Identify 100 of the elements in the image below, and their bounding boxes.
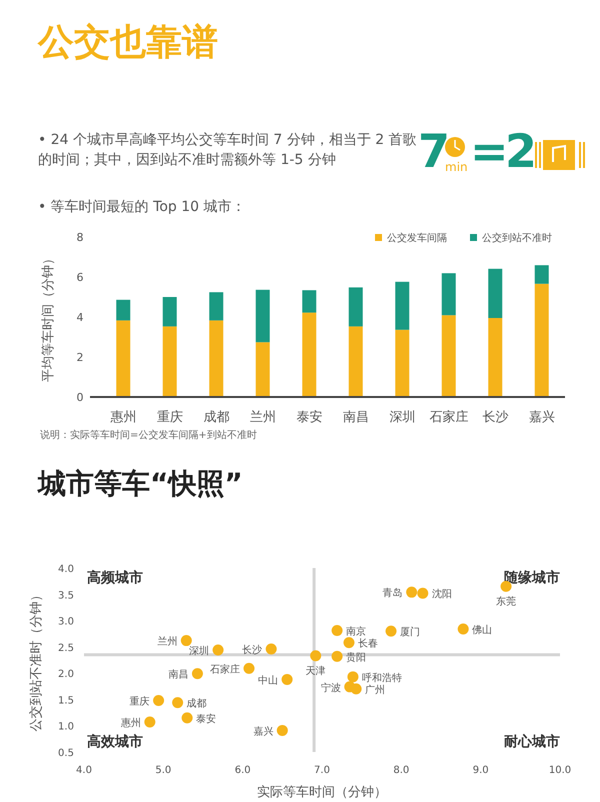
y-axis-title: 公交到站不准时（分钟）: [28, 588, 44, 732]
x-tick-label: 深圳: [389, 410, 416, 425]
point: [417, 588, 428, 599]
point: [153, 694, 164, 706]
text: 说明：实际等车时间=公交发车间隔+到站不准时: [40, 428, 257, 442]
annotation: 高频城市: [87, 569, 143, 586]
data-label: 石家庄: [210, 663, 240, 676]
y-tick-label: 3.5: [58, 590, 74, 602]
data-label: 中山: [258, 674, 278, 686]
y-tick-label: 0: [76, 391, 84, 404]
x-tick-label: 重庆: [156, 410, 183, 425]
bar: [116, 300, 130, 320]
y-axis-title: 平均等车时间（分钟）: [41, 252, 56, 382]
data-label: 东莞: [496, 595, 516, 608]
text: • 24 个城市早高峰平均公交等车时间 7 分钟，相当于 2 首歌的时间；其中，因到站不准时需额外等 1-5 分钟: [38, 131, 418, 170]
point: [276, 724, 288, 736]
x-tick-label: 长沙: [482, 410, 508, 425]
y-tick-label: 4: [76, 311, 84, 324]
x-tick-label: 兰州: [250, 410, 276, 425]
point: [406, 586, 418, 598]
point: [144, 716, 156, 728]
point: [180, 635, 192, 646]
y-tick-label: 1.0: [58, 722, 74, 733]
bar: [534, 284, 549, 397]
x-axis-title: 实际等车时间（分钟）: [257, 785, 387, 800]
y-tick-label: 2.5: [58, 642, 74, 654]
chart-title: 城市等车“快照”: [38, 466, 243, 502]
data-label: 兰州: [157, 636, 178, 648]
bar: [488, 318, 502, 397]
bar: [534, 265, 549, 284]
point: [350, 683, 362, 694]
y-tick-label: 6: [76, 271, 84, 284]
x-tick-label: 9.0: [472, 765, 489, 776]
bar: [442, 273, 456, 316]
data-label: 厦门: [400, 626, 420, 638]
data-label: 泰安: [196, 712, 216, 725]
y-tick-label: 3.0: [58, 616, 74, 628]
x-tick-label: 10.0: [548, 765, 572, 776]
point: [192, 668, 203, 680]
point: [343, 637, 354, 648]
data-label: 天津: [306, 664, 326, 677]
point: [347, 671, 358, 682]
bar: [162, 326, 177, 397]
point: [182, 712, 193, 724]
chart-title: 公交也靠谱: [38, 21, 218, 65]
bar: [442, 315, 456, 397]
x-tick-label: 南昌: [342, 410, 369, 425]
point: [282, 674, 293, 685]
data-label: 贵阳: [346, 651, 366, 664]
annotation: 高效城市: [87, 733, 143, 750]
point: [332, 650, 343, 662]
y-tick-label: 4.0: [58, 564, 74, 575]
data-label: 沈阳: [432, 588, 452, 600]
data-label: 广州: [365, 684, 386, 696]
data-label: 惠州: [120, 717, 141, 730]
point: [332, 625, 343, 636]
y-tick-label: 2.0: [58, 669, 74, 680]
point: [172, 697, 184, 708]
data-label: 重庆: [130, 695, 150, 708]
x-tick-label: 石家庄: [429, 409, 468, 425]
y-tick-label: 0.5: [58, 748, 74, 759]
data-label: 宁波: [320, 682, 341, 694]
bar: [348, 326, 363, 397]
point: [310, 650, 322, 662]
bar: [209, 320, 224, 397]
x-tick-label: 5.0: [155, 765, 172, 776]
bar: [116, 320, 130, 397]
x-tick-label: 泰安: [296, 409, 322, 425]
bar: [162, 297, 177, 326]
point: [386, 626, 397, 637]
data-label: 南京: [346, 626, 366, 638]
legend-label: 公交到站不准时: [482, 232, 552, 244]
text: • 等车时间最短的 Top 10 城市：: [38, 198, 246, 216]
bar: [488, 268, 502, 318]
y-tick-label: 1.5: [58, 695, 74, 706]
y-tick-label: 8: [76, 231, 84, 244]
bar: [209, 292, 224, 320]
data-label: 佛山: [472, 624, 492, 636]
data-label: 长沙: [242, 644, 262, 656]
bar: [395, 330, 410, 397]
point: [266, 643, 277, 654]
x-tick-label: 6.0: [234, 765, 251, 776]
data-label: 呼和浩特: [362, 672, 402, 684]
y-tick-label: 2: [76, 351, 84, 364]
point: [458, 623, 469, 634]
data-label: 长春: [358, 638, 378, 650]
x-tick-label: 惠州: [109, 410, 136, 425]
data-label: 青岛: [382, 587, 403, 600]
bar: [395, 282, 410, 330]
annotation: 耐心城市: [504, 733, 560, 750]
data-label: 嘉兴: [253, 725, 274, 738]
data-label: 成都: [186, 698, 207, 710]
bar: [256, 290, 270, 342]
bar: [348, 287, 363, 326]
data-label: 南昌: [168, 668, 188, 681]
bar: [256, 342, 270, 397]
bar: [302, 312, 316, 397]
x-tick-label: 成都: [203, 410, 230, 425]
data-label: 深圳: [189, 645, 210, 658]
point: [244, 662, 255, 674]
